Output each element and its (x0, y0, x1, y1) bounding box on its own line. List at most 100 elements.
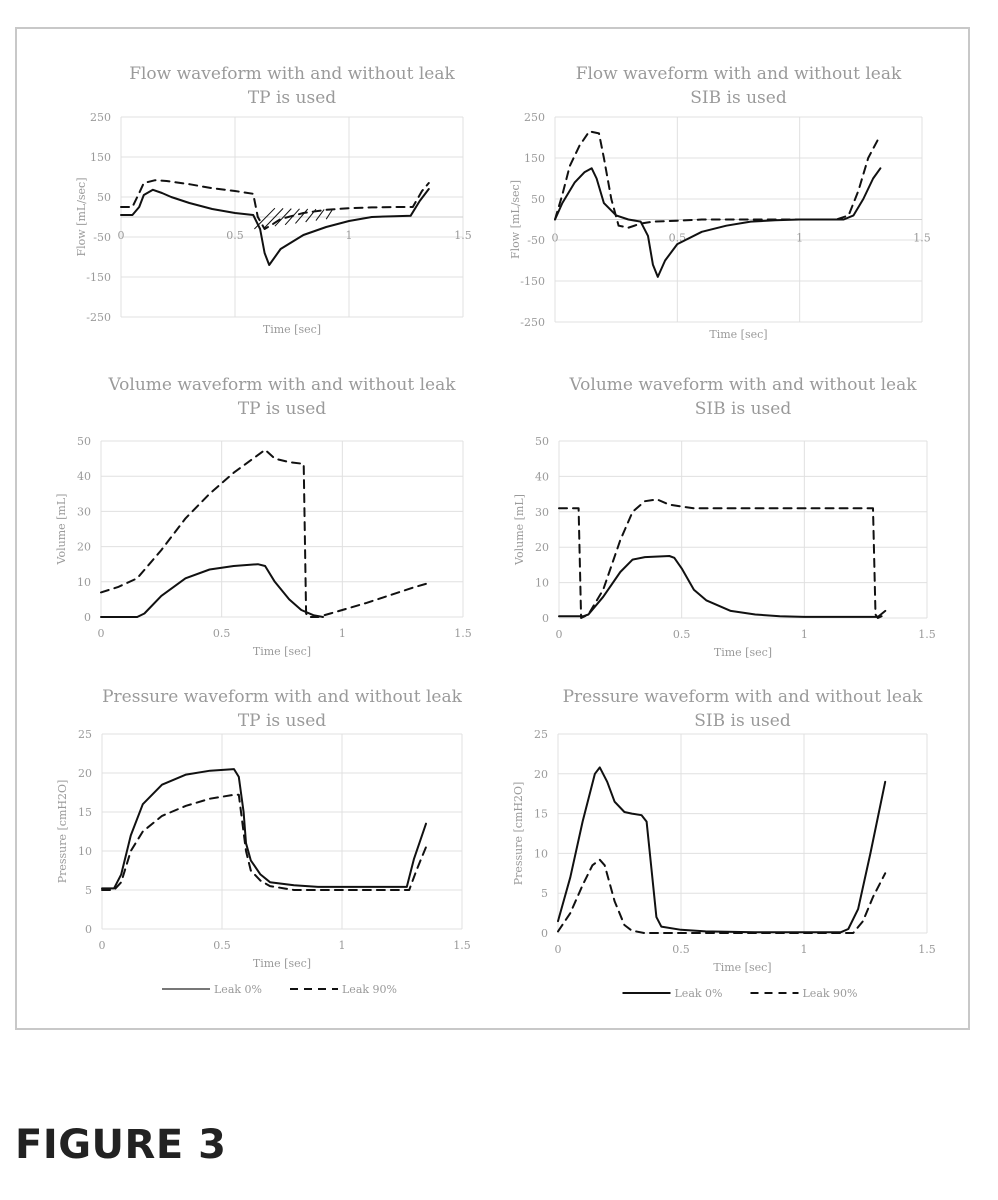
x-tick-label: 0 (552, 232, 559, 245)
y-tick-label: 20 (78, 767, 92, 780)
y-tick-label: 40 (77, 470, 91, 483)
series-line-solid (558, 555, 887, 618)
y-axis-label: Pressure [cmH2O] (56, 780, 69, 884)
series-line-dashed (101, 793, 427, 891)
x-tick-label: 0 (118, 229, 125, 242)
x-axis-label: Time [sec] (253, 645, 311, 658)
series-line-solid (101, 768, 427, 890)
chart-title: Volume waveform with and without leak (568, 375, 917, 395)
x-tick-label: 0 (556, 628, 563, 641)
series-line-dashed (120, 179, 430, 230)
y-tick-label: -250 (86, 311, 111, 324)
y-tick-label: 20 (77, 541, 91, 554)
chart-title: Flow waveform with and without leak (576, 64, 902, 84)
chart-title: Flow waveform with and without leak (129, 64, 455, 84)
y-tick-label: 10 (78, 845, 92, 858)
series-line-solid (557, 766, 887, 934)
series-line-dashed (557, 858, 887, 934)
y-tick-label: 5 (85, 884, 92, 897)
chart-subtitle: SIB is used (690, 88, 787, 108)
y-tick-label: 10 (535, 577, 549, 590)
y-tick-label: 150 (524, 152, 545, 165)
legend-label: Leak 0% (675, 987, 723, 1000)
x-tick-label: 1 (339, 627, 346, 640)
series-line-solid (100, 563, 324, 618)
x-tick-label: 0.5 (226, 229, 244, 242)
y-tick-label: 20 (535, 541, 549, 554)
hatch-line (315, 209, 325, 221)
y-tick-label: 50 (97, 191, 111, 204)
chart-flow_tp: Flow waveform with and without leak TP is… (75, 64, 472, 336)
y-tick-label: 15 (78, 806, 92, 819)
x-tick-label: 0.5 (213, 939, 231, 952)
x-tick-label: 1 (339, 939, 346, 952)
y-tick-label: 0 (85, 923, 92, 936)
series-line-dashed (100, 448, 428, 618)
chart-pressure_tp: Pressure waveform with and without leak T… (56, 687, 471, 996)
y-axis-label: Volume [mL] (55, 494, 68, 566)
x-tick-label: 1.5 (453, 939, 471, 952)
chart-flow_sib: Flow waveform with and without leak SIB i… (509, 64, 931, 341)
y-tick-label: -150 (86, 271, 111, 284)
hatch-line (274, 208, 292, 227)
y-tick-label: 15 (534, 808, 548, 821)
hatch-line (264, 208, 284, 228)
chart-volume_tp: Volume waveform with and without leak TP … (55, 375, 472, 658)
y-tick-label: 150 (90, 151, 111, 164)
chart-volume_sib: Volume waveform with and without leak SIB… (513, 375, 936, 659)
x-tick-label: 0.5 (673, 628, 691, 641)
y-tick-label: -50 (93, 231, 111, 244)
x-tick-label: 0.5 (672, 943, 690, 956)
figure-panels: Flow waveform with and without leak TP is… (55, 64, 936, 1000)
x-axis-label: Time [sec] (253, 957, 311, 970)
y-tick-label: -250 (520, 316, 545, 329)
y-tick-label: 40 (535, 470, 549, 483)
figure-label: FIGURE 3 (15, 1122, 227, 1168)
y-tick-label: 0 (84, 611, 91, 624)
x-tick-label: 0.5 (213, 627, 231, 640)
y-tick-label: 0 (542, 612, 549, 625)
legend-label: Leak 90% (803, 987, 858, 1000)
chart-subtitle: TP is used (238, 711, 326, 731)
chart-pressure_sib: Pressure waveform with and without leak S… (512, 687, 936, 1000)
y-tick-label: 25 (534, 728, 548, 741)
y-tick-label: 250 (524, 111, 545, 124)
x-axis-label: Time [sec] (713, 961, 771, 974)
chart-title: Volume waveform with and without leak (107, 375, 456, 395)
hatch-line (295, 208, 309, 224)
chart-subtitle: TP is used (238, 399, 326, 419)
x-tick-label: 0 (98, 627, 105, 640)
series-line-dashed (558, 498, 887, 619)
y-tick-label: 10 (77, 576, 91, 589)
hatch-line (325, 209, 333, 220)
x-tick-label: 1 (346, 229, 353, 242)
y-tick-label: 30 (535, 506, 549, 519)
x-tick-label: 1.5 (918, 943, 936, 956)
x-axis-label: Time [sec] (714, 646, 772, 659)
x-axis-label: Time [sec] (709, 328, 767, 341)
legend-label: Leak 90% (342, 983, 397, 996)
chart-subtitle: SIB is used (694, 711, 791, 731)
legend-label: Leak 0% (214, 983, 262, 996)
y-tick-label: 250 (90, 111, 111, 124)
chart-subtitle: SIB is used (695, 399, 792, 419)
y-tick-label: 10 (534, 847, 548, 860)
y-tick-label: 5 (541, 887, 548, 900)
series-line-solid (120, 188, 430, 266)
x-tick-label: 1.5 (454, 627, 472, 640)
series-line-dashed (554, 130, 879, 229)
y-axis-label: Pressure [cmH2O] (512, 782, 525, 886)
y-tick-label: 50 (531, 193, 545, 206)
x-tick-label: 1 (801, 628, 808, 641)
x-tick-label: 1 (801, 943, 808, 956)
y-tick-label: -150 (520, 275, 545, 288)
x-tick-label: 1 (796, 232, 803, 245)
chart-subtitle: TP is used (248, 88, 336, 108)
y-axis-label: Flow [mL/sec] (75, 177, 88, 256)
series-line-solid (554, 167, 882, 278)
y-tick-label: 50 (535, 435, 549, 448)
x-tick-label: 1.5 (918, 628, 936, 641)
y-axis-label: Flow [mL/sec] (509, 180, 522, 259)
chart-title: Pressure waveform with and without leak (563, 687, 924, 707)
figure-frame: Flow waveform with and without leak TP is… (15, 27, 970, 1030)
